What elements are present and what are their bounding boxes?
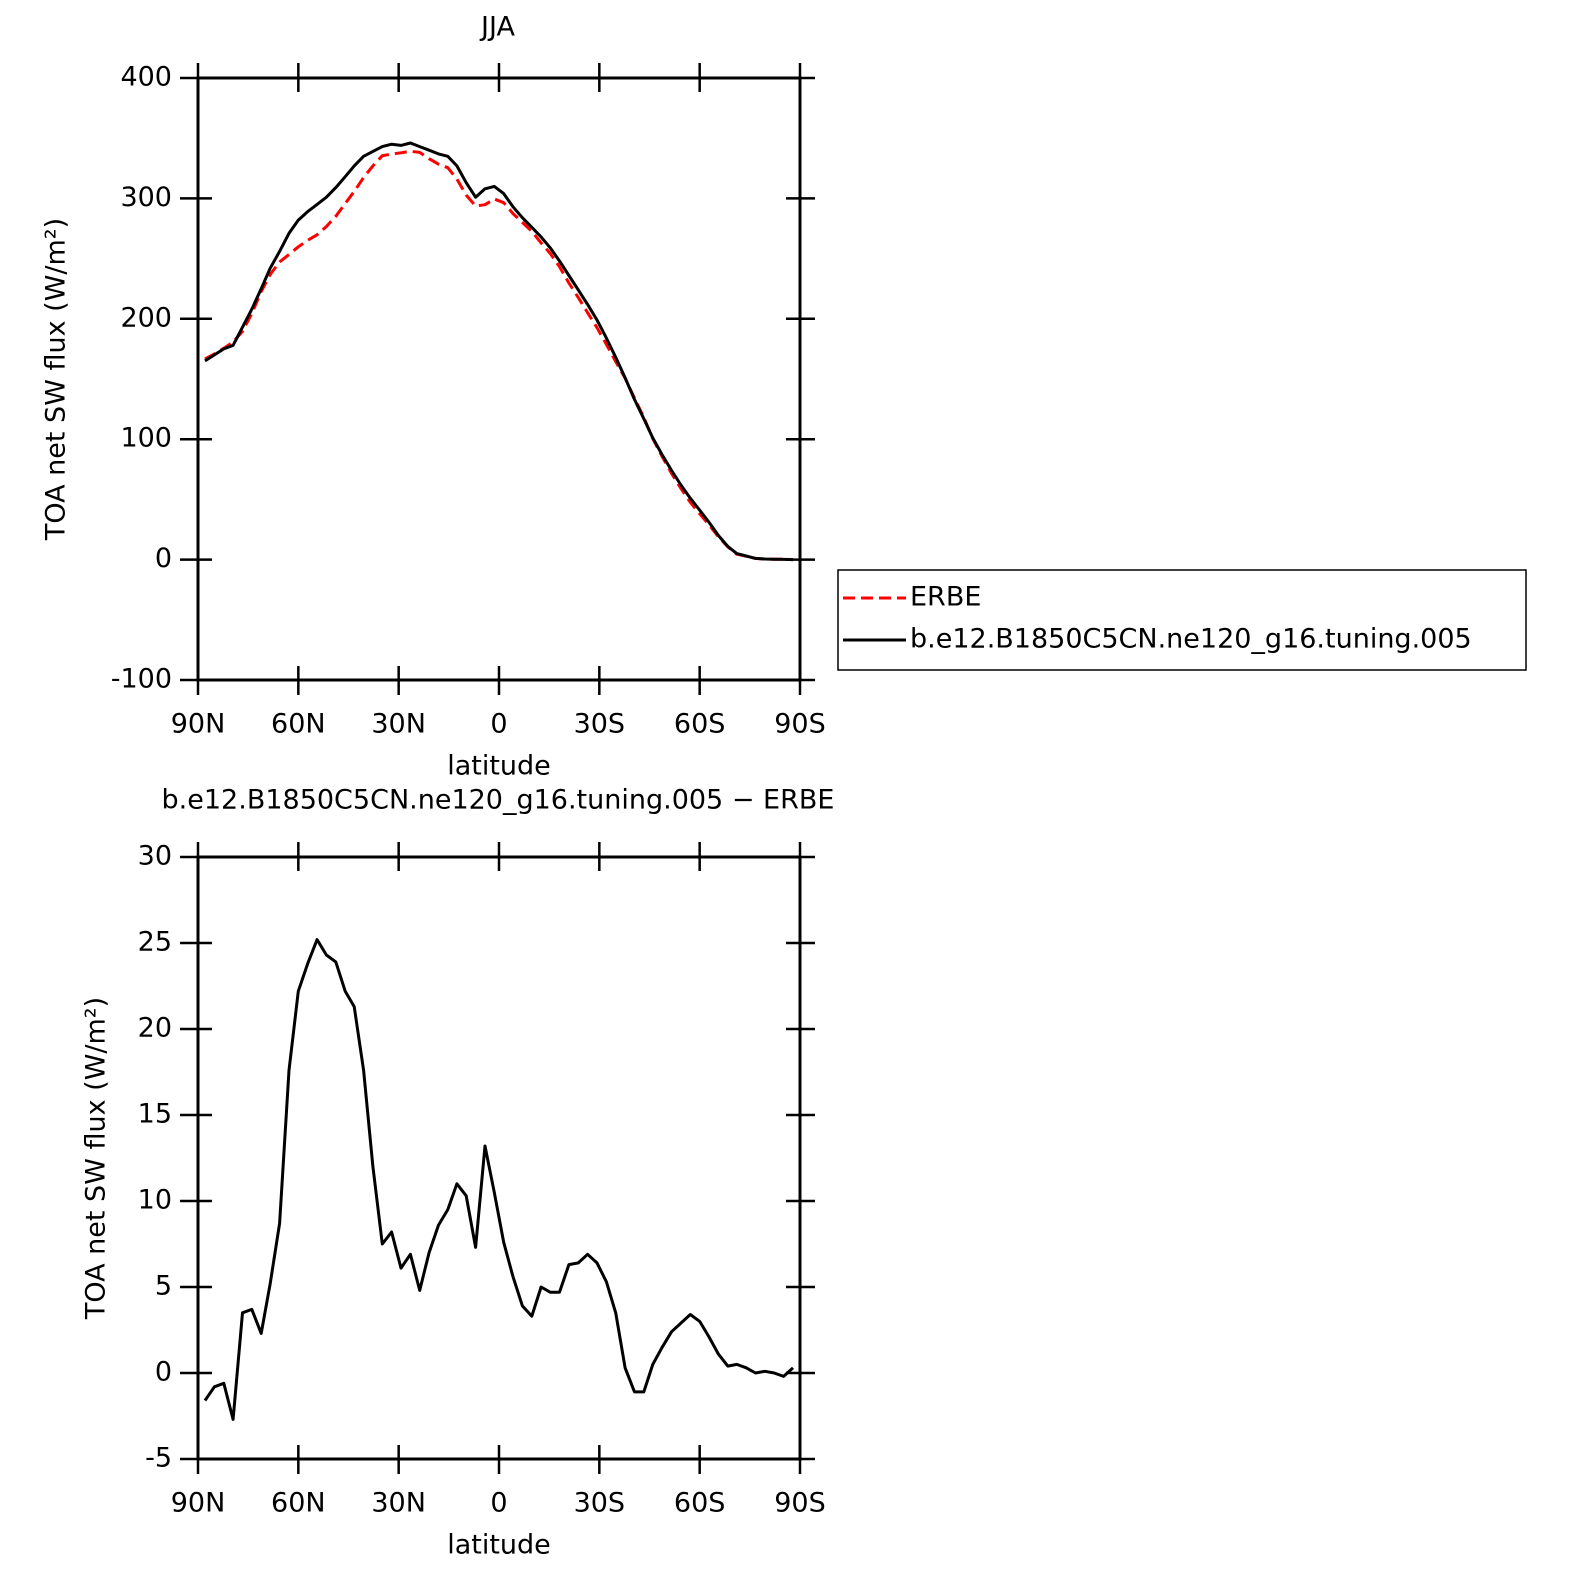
x-tick-label: 30S [574, 709, 626, 740]
y-tick-label: 30 [138, 841, 172, 872]
y-tick-label: 300 [120, 182, 172, 213]
x-tick-label: 30S [574, 1488, 626, 1519]
x-tick-label: 90N [171, 709, 226, 740]
legend-box [837, 569, 1527, 671]
y-tick-label: 10 [138, 1185, 172, 1216]
y-tick-label: 0 [155, 543, 172, 574]
x-tick-label: 90S [774, 1488, 826, 1519]
chart-title: b.e12.B1850C5CN.ne120_g16.tuning.005 − E… [162, 785, 835, 816]
x-tick-label: 30N [371, 1488, 426, 1519]
x-tick-label: 60S [674, 1488, 726, 1519]
y-tick-label: 200 [120, 302, 172, 333]
x-axis-label: latitude [447, 1530, 551, 1561]
data-line [203, 938, 795, 1421]
x-tick-label: 0 [490, 709, 507, 740]
x-axis-label: latitude [447, 751, 551, 782]
x-tick-label: 60N [271, 709, 326, 740]
legend-label: b.e12.B1850C5CN.ne120_g16.tuning.005 [910, 624, 1472, 655]
y-tick-label: 100 [120, 423, 172, 454]
y-tick-label: -5 [145, 1443, 172, 1474]
x-tick-label: 90N [171, 1488, 226, 1519]
x-tick-label: 90S [774, 709, 826, 740]
x-tick-label: 60S [674, 709, 726, 740]
data-line [204, 141, 794, 562]
y-tick-label: 25 [138, 927, 172, 958]
y-tick-label: 15 [138, 1099, 172, 1130]
data-line [204, 149, 794, 562]
y-tick-label: 400 [120, 62, 172, 93]
y-tick-label: 20 [138, 1013, 172, 1044]
y-axis-label: TOA net SW flux (W/m²) [41, 218, 72, 541]
plot-frame [196, 855, 802, 1461]
y-tick-label: -100 [111, 664, 172, 695]
y-tick-label: 5 [155, 1271, 172, 1302]
y-tick-label: 0 [155, 1357, 172, 1388]
x-tick-label: 60N [271, 1488, 326, 1519]
x-tick-label: 30N [371, 709, 426, 740]
plot-frame [196, 76, 802, 682]
x-tick-label: 0 [490, 1488, 507, 1519]
y-axis-label: TOA net SW flux (W/m²) [81, 997, 112, 1320]
chart-title: JJA [479, 12, 515, 43]
legend-label: ERBE [910, 582, 981, 613]
